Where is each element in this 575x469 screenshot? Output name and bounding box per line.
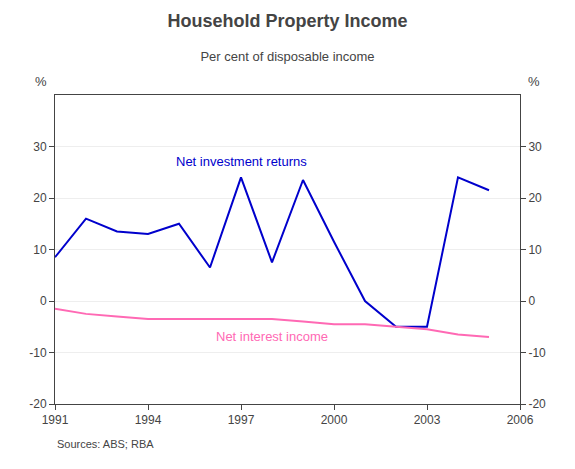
svg-text:Net investment returns: Net investment returns: [176, 154, 307, 169]
svg-text:-20: -20: [528, 397, 546, 411]
svg-text:2000: 2000: [321, 413, 348, 427]
svg-text:Household Property Income: Household Property Income: [167, 11, 407, 31]
svg-text:10: 10: [528, 243, 542, 257]
svg-text:1991: 1991: [42, 413, 69, 427]
svg-text:30: 30: [33, 140, 47, 154]
svg-text:-20: -20: [29, 397, 47, 411]
svg-text:10: 10: [33, 243, 47, 257]
svg-text:0: 0: [528, 294, 535, 308]
svg-text:1994: 1994: [135, 413, 162, 427]
svg-text:Net interest income: Net interest income: [216, 329, 328, 344]
svg-text:-10: -10: [528, 346, 546, 360]
svg-text:%: %: [528, 74, 540, 89]
svg-text:2003: 2003: [414, 413, 441, 427]
svg-text:%: %: [35, 74, 47, 89]
svg-text:20: 20: [528, 191, 542, 205]
svg-text:2006: 2006: [507, 413, 534, 427]
svg-text:Per cent of disposable income: Per cent of disposable income: [200, 49, 374, 64]
svg-text:1997: 1997: [228, 413, 255, 427]
svg-text:0: 0: [40, 294, 47, 308]
svg-text:20: 20: [33, 191, 47, 205]
svg-text:-10: -10: [29, 346, 47, 360]
svg-text:Sources: ABS; RBA: Sources: ABS; RBA: [57, 438, 154, 450]
svg-text:30: 30: [528, 140, 542, 154]
